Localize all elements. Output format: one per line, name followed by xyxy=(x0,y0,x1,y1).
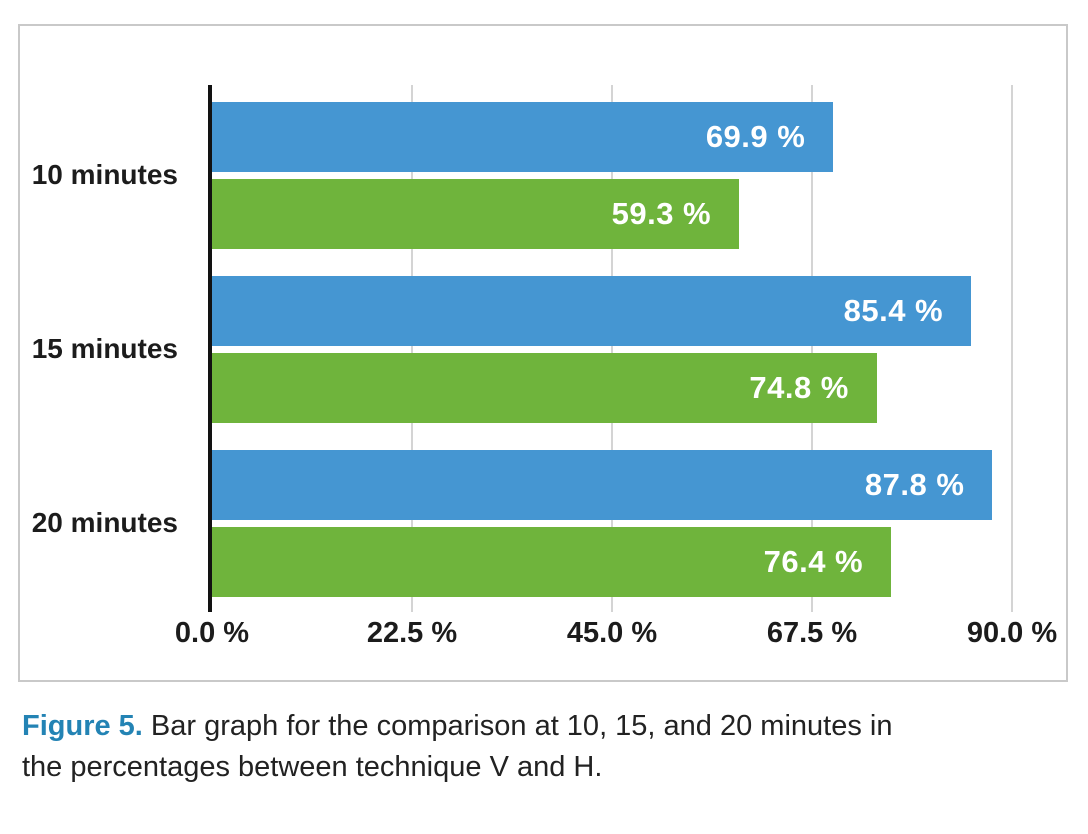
x-tick-label: 22.5 % xyxy=(366,617,458,649)
gridline xyxy=(611,85,613,612)
figure-caption: Figure 5. Bar graph for the comparison a… xyxy=(22,706,1070,788)
bar-chart-panel: 0.0 % 22.5 % 45.0 % 67.5 % 90.0 % 10 minutes 6… xyxy=(18,24,1068,682)
gridline xyxy=(1011,85,1013,612)
bar-technique-v: 85.4 % xyxy=(212,276,972,346)
category-label: 15 minutes xyxy=(31,333,178,364)
figure-caption-line2: the percentages between technique V and … xyxy=(22,751,603,783)
bar-value-label: 59.3 % xyxy=(611,196,712,231)
category-label: 10 minutes xyxy=(31,159,178,190)
bar-technique-h: 74.8 % xyxy=(212,353,877,423)
bar-technique-v: 87.8 % xyxy=(212,450,993,520)
gridline xyxy=(411,85,413,612)
bar-technique-h: 76.4 % xyxy=(212,527,892,597)
gridline xyxy=(811,85,813,612)
figure-caption-label: Figure 5. xyxy=(22,710,143,742)
bar-technique-h: 59.3 % xyxy=(212,179,740,249)
bar-value-label: 87.8 % xyxy=(864,467,965,502)
category-label: 20 minutes xyxy=(31,507,178,538)
bar-value-label: 69.9 % xyxy=(705,119,806,154)
y-axis-line xyxy=(208,85,212,612)
x-tick-label: 45.0 % xyxy=(566,617,658,649)
bar-value-label: 74.8 % xyxy=(749,370,849,405)
x-tick-label: 0.0 % xyxy=(174,617,250,649)
figure-caption-line1: Bar graph for the comparison at 10, 15, … xyxy=(150,710,893,742)
bar-value-label: 85.4 % xyxy=(843,293,944,328)
x-tick-label: 67.5 % xyxy=(766,617,858,649)
bar-value-label: 76.4 % xyxy=(763,544,864,579)
bar-technique-v: 69.9 % xyxy=(212,102,834,172)
x-tick-label: 90.0 % xyxy=(966,617,1058,649)
